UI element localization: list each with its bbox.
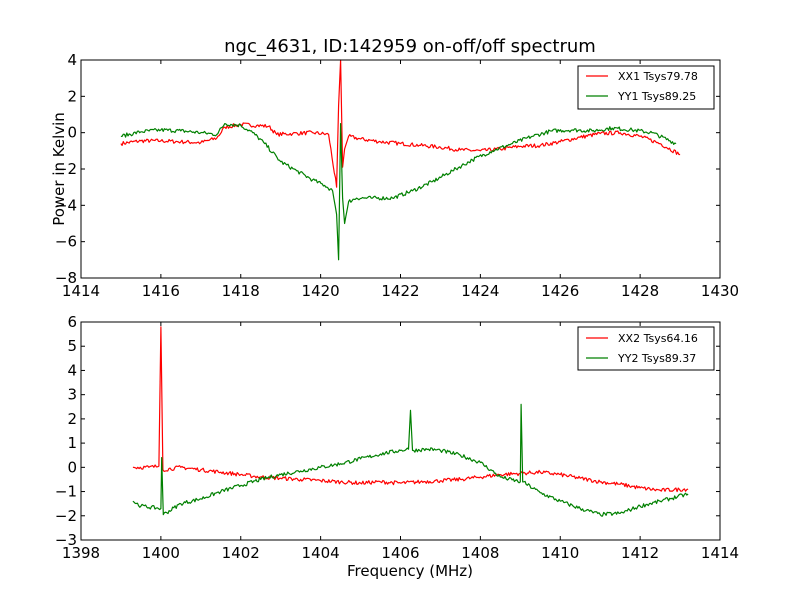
x-tick-label: 1430 — [701, 282, 739, 300]
legend-label-yy1: YY1 Tsys89.25 — [617, 90, 696, 103]
y-tick-label: 0 — [67, 458, 77, 476]
x-tick-label: 1420 — [302, 282, 340, 300]
x-tick-label: 1422 — [381, 282, 419, 300]
x-tick-label: 1424 — [461, 282, 499, 300]
series-layer — [132, 326, 689, 517]
x-tick-label: 1414 — [701, 544, 739, 562]
y-tick-label: 5 — [67, 337, 77, 355]
legend: XX2 Tsys64.16 YY2 Tsys89.37 — [577, 326, 715, 371]
x-tick-label: 1398 — [62, 544, 100, 562]
x-tick-label: 1414 — [62, 282, 100, 300]
y-tick-label: 3 — [67, 386, 77, 404]
x-tick-label: 1408 — [461, 544, 499, 562]
y-tick-label: 4 — [67, 361, 77, 379]
legend-box — [577, 65, 715, 110]
y-tick-label: 2 — [67, 87, 77, 105]
y-axis-label: Power in Kelvin — [50, 112, 68, 226]
y-tick-label: −8 — [55, 269, 77, 287]
legend: XX1 Tsys79.78 YY1 Tsys89.25 — [577, 65, 715, 110]
legend-label-xx2: XX2 Tsys64.16 — [618, 332, 698, 345]
y-tick-label: −4 — [55, 196, 77, 214]
legend-label-xx1: XX1 Tsys79.78 — [618, 70, 698, 83]
x-axis-label: Frequency (MHz) — [347, 562, 473, 580]
series-line-yy2 — [132, 403, 689, 517]
y-tick-label: −1 — [55, 483, 77, 501]
legend-box — [577, 326, 715, 371]
x-tick-label: 1404 — [302, 544, 340, 562]
x-tick-label: 1400 — [142, 544, 180, 562]
y-tick-label: 1 — [67, 434, 77, 452]
series-layer — [120, 59, 681, 261]
legend-label-yy2: YY2 Tsys89.37 — [617, 352, 696, 365]
chart-title: ngc_4631, ID:142959 on-off/off spectrum — [224, 36, 596, 57]
x-tick-label: 1402 — [222, 544, 260, 562]
x-tick-label: 1418 — [222, 282, 260, 300]
y-tick-label: −6 — [55, 233, 77, 251]
tick-layer: 1398 1400 1402 1404 1406 1408 1410 1412 1414 6 5 4 3… — [55, 313, 739, 562]
series-line-xx1 — [120, 59, 681, 188]
y-tick-label: 2 — [67, 410, 77, 428]
x-tick-label: 1406 — [381, 544, 419, 562]
series-line-yy1 — [120, 122, 677, 261]
tick-layer: 1414 1416 1418 1420 1422 1424 1426 1428 1430 4 2 0 −… — [55, 51, 739, 300]
y-tick-label: 4 — [67, 51, 77, 69]
y-tick-label: 6 — [67, 313, 77, 331]
x-tick-label: 1426 — [541, 282, 579, 300]
y-tick-label: 0 — [67, 124, 77, 142]
series-line-xx2 — [132, 326, 689, 493]
bottom-subplot: 1398 1400 1402 1404 1406 1408 1410 1412 1414 6 5 4 3… — [55, 313, 739, 580]
x-tick-label: 1416 — [142, 282, 180, 300]
y-tick-label: −3 — [55, 531, 77, 549]
x-tick-label: 1428 — [621, 282, 659, 300]
x-tick-label: 1410 — [541, 544, 579, 562]
y-tick-label: −2 — [55, 507, 77, 525]
top-subplot: ngc_4631, ID:142959 on-off/off spectrum … — [50, 36, 739, 300]
y-tick-label: −2 — [55, 160, 77, 178]
x-tick-label: 1412 — [621, 544, 659, 562]
